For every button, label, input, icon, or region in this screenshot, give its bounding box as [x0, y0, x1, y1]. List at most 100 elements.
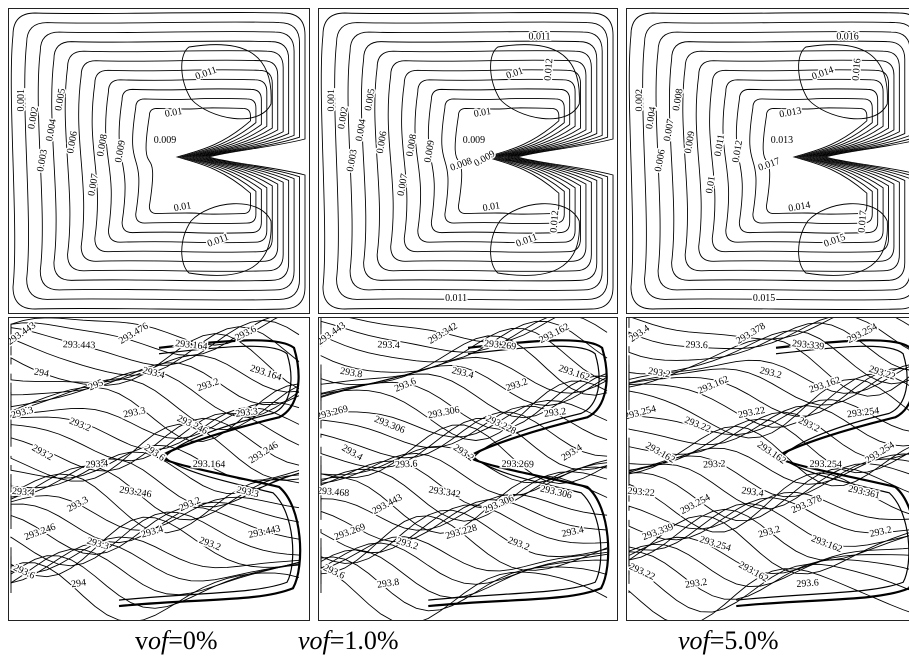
contour-label: 293.306	[427, 404, 461, 421]
contour-label: 0.001	[326, 89, 337, 111]
isotherm	[320, 542, 608, 585]
contour-label: 0.011	[206, 232, 231, 250]
contour-label: 293.6	[322, 562, 347, 581]
contour-labels: 293.443 293.4 293.342 293.269 293.162 293.8 29…	[319, 319, 593, 593]
contour-label: 293.2	[30, 443, 55, 464]
contour-label: 0.003	[345, 149, 360, 173]
streamline	[347, 31, 603, 291]
isolines	[320, 318, 610, 620]
contour-label: 293.443	[63, 339, 96, 351]
contour-label: 0.003	[35, 149, 50, 173]
wall-isotherm	[736, 345, 909, 601]
isotherm	[320, 327, 608, 382]
isotherm	[10, 412, 300, 462]
isotherm	[10, 383, 300, 442]
streamline	[642, 21, 909, 301]
isotherm	[320, 320, 608, 363]
wall-isotherm	[118, 345, 294, 601]
isotherm	[10, 362, 300, 406]
contour-label: 0.012	[543, 58, 556, 81]
contour-label: 0.017	[856, 210, 869, 233]
contour-label: 0.012	[730, 139, 745, 163]
contour-label: 293.342	[428, 484, 462, 500]
contour-plot: 293.443 293.443 293.476 293.164293.62942952…	[9, 318, 302, 620]
isotherm	[320, 405, 608, 449]
contour-label: 293.443	[319, 320, 348, 348]
streamline	[181, 44, 272, 120]
contour-label: 0.005	[363, 88, 378, 112]
isotherm	[320, 400, 608, 438]
isotherm	[628, 399, 909, 436]
contour-label: 0.013	[771, 135, 793, 146]
contour-label: 0.007	[396, 173, 411, 197]
contour-label: 293.2	[647, 366, 671, 381]
isotherm	[628, 418, 909, 474]
contour-label: 293.2	[703, 458, 726, 470]
contour-label: 0.016	[836, 31, 858, 42]
streamline	[360, 40, 598, 282]
streamline	[401, 69, 581, 253]
isotherm	[628, 543, 909, 587]
contour-label: 293.339	[791, 338, 824, 352]
contour-label: 293.8	[339, 366, 363, 381]
streamline	[24, 21, 300, 301]
contour-label: 293.2	[796, 415, 821, 435]
isotherm	[628, 502, 909, 551]
isotherm	[10, 516, 300, 578]
contour-labels: 0.0010.0020.0030.0040.0050.0060.0070.008…	[324, 30, 562, 305]
isotherm	[628, 411, 909, 460]
contour-label: 293.2	[505, 376, 530, 394]
contour-label: 293.269	[501, 459, 533, 471]
caption-vof-0: vof=0%	[135, 626, 218, 655]
contour-label: 0.011	[515, 232, 539, 250]
contour-label: 293.443	[247, 523, 281, 540]
contour-label: 293.246	[175, 413, 209, 437]
isolines	[628, 11, 909, 311]
contour-labels: 0.0010.0020.0030.0040.0050.0060.0070.008…	[15, 63, 232, 251]
contour-label: 293.162	[808, 375, 842, 396]
contour-plot: 0.0010.0020.0030.0040.0050.0060.0070.008…	[10, 11, 306, 311]
panel-stream-vof-1: 0.001 0.002 0.003 0.004 0.005 0.006 0.007 0.008…	[318, 8, 618, 314]
contour-plot: 293.443 293.4 293.342 293.269 293.162 293.8 29…	[319, 318, 610, 620]
isotherm	[10, 562, 300, 620]
contour-label: 293.476	[117, 321, 151, 347]
caption-vof-1: vof=1.0%	[298, 626, 399, 655]
contour-label: 293.22	[867, 364, 896, 383]
isotherm	[320, 452, 608, 497]
contour-label: 293.164	[175, 338, 208, 352]
contour-plot: 0.0010.0020.0030.0040.0050.0060.0070.008…	[320, 11, 614, 311]
contour-label: 0.006	[653, 149, 668, 173]
contour-label: 0.013	[779, 106, 803, 121]
contour-label: 293.228	[444, 522, 478, 541]
streamline	[798, 203, 888, 276]
streamline	[441, 97, 565, 225]
streamline	[145, 107, 251, 215]
contour-label: 293.4	[85, 458, 108, 470]
contour-label: 293.4	[741, 485, 765, 499]
isotherm	[628, 508, 909, 561]
contour-label: 293.162	[557, 363, 591, 383]
isotherm	[320, 468, 608, 522]
isotherm	[628, 455, 909, 498]
contour-label: 0.007	[662, 118, 677, 142]
contour-label: 0.007	[86, 173, 101, 197]
contour-label: 293.6	[796, 577, 819, 590]
isolines	[628, 318, 909, 620]
contour-label: 0.014	[787, 200, 811, 215]
isotherm	[628, 467, 909, 522]
isotherm	[320, 549, 608, 599]
contour-label: 293.3	[10, 405, 35, 421]
isotherm	[10, 536, 300, 574]
contour-label: 293.254	[698, 534, 732, 554]
isolines	[320, 11, 614, 311]
contour-label: 293.164	[193, 459, 226, 471]
isotherm	[10, 326, 300, 376]
contour-label: 295	[87, 377, 105, 393]
streamline	[722, 78, 884, 244]
streamline	[427, 88, 571, 234]
streamline	[490, 203, 580, 276]
contour-label: 293.378	[734, 321, 767, 347]
streamline	[132, 97, 257, 225]
